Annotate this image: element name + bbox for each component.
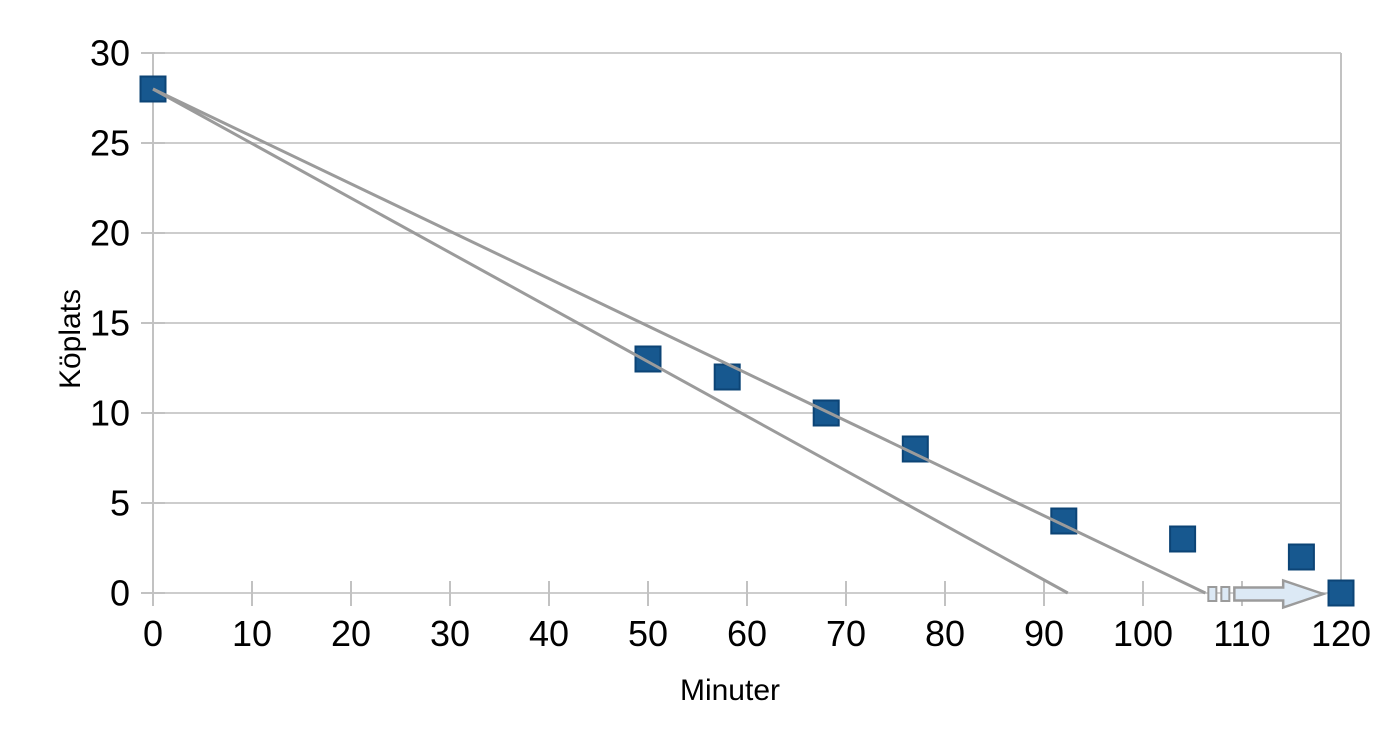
data-point bbox=[1287, 543, 1315, 571]
x-tick-label: 110 bbox=[1213, 613, 1270, 654]
data-point bbox=[1327, 579, 1355, 607]
trend-line bbox=[152, 87, 1069, 595]
arrow-tail-dash bbox=[1207, 586, 1218, 602]
x-tick-label: 80 bbox=[925, 613, 965, 654]
x-tick-label: 120 bbox=[1311, 613, 1371, 654]
data-point bbox=[1169, 525, 1197, 553]
x-tick-label: 60 bbox=[727, 613, 767, 654]
y-tick-label: 30 bbox=[90, 33, 130, 74]
x-tick-label: 100 bbox=[1113, 613, 1173, 654]
x-tick-label: 30 bbox=[430, 613, 470, 654]
x-tick-label: 70 bbox=[826, 613, 866, 654]
y-axis-title: Köplats bbox=[54, 289, 87, 389]
y-tick-label: 25 bbox=[90, 123, 130, 164]
x-tick-label: 10 bbox=[232, 613, 272, 654]
x-tick-label: 20 bbox=[331, 613, 371, 654]
y-tick-label: 5 bbox=[110, 483, 130, 524]
arrow-tail-dash bbox=[1220, 586, 1231, 602]
x-tick-label: 40 bbox=[529, 613, 569, 654]
x-tick-label: 0 bbox=[143, 613, 163, 654]
y-tick-label: 15 bbox=[90, 303, 130, 344]
y-tick-label: 10 bbox=[90, 393, 130, 434]
x-tick-label: 90 bbox=[1024, 613, 1064, 654]
x-axis-title: Minuter bbox=[680, 674, 780, 707]
y-tick-label: 0 bbox=[110, 573, 130, 614]
y-tick-label: 20 bbox=[90, 213, 130, 254]
x-tick-label: 50 bbox=[628, 613, 668, 654]
extrapolation-arrow bbox=[1233, 578, 1328, 610]
trend-line bbox=[152, 87, 1207, 595]
chart-generated-layer: 0 5 10 15 20 25 30 0 10 20 30 40 50 60 70 80 90 100 110 120 bbox=[90, 33, 1371, 655]
